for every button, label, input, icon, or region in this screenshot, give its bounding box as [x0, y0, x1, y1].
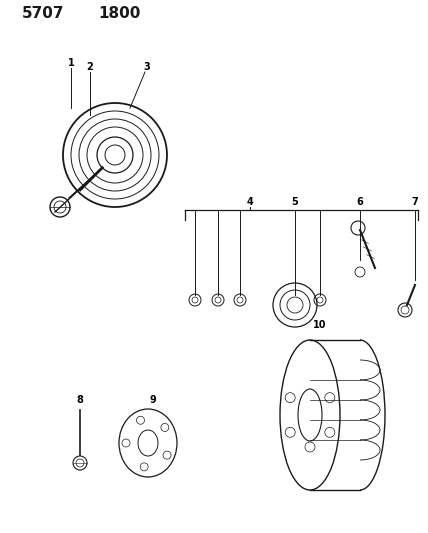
Text: 6: 6	[357, 197, 363, 207]
Text: 9: 9	[150, 395, 156, 405]
Text: 8: 8	[77, 395, 83, 405]
Text: 5707: 5707	[21, 6, 64, 21]
Text: 5: 5	[291, 197, 298, 207]
Text: 1: 1	[68, 58, 74, 68]
Text: 4: 4	[247, 197, 253, 207]
Text: 10: 10	[313, 320, 327, 330]
Text: 3: 3	[144, 62, 150, 72]
Text: 1800: 1800	[98, 6, 141, 21]
Text: 7: 7	[412, 197, 419, 207]
Text: 2: 2	[86, 62, 93, 72]
